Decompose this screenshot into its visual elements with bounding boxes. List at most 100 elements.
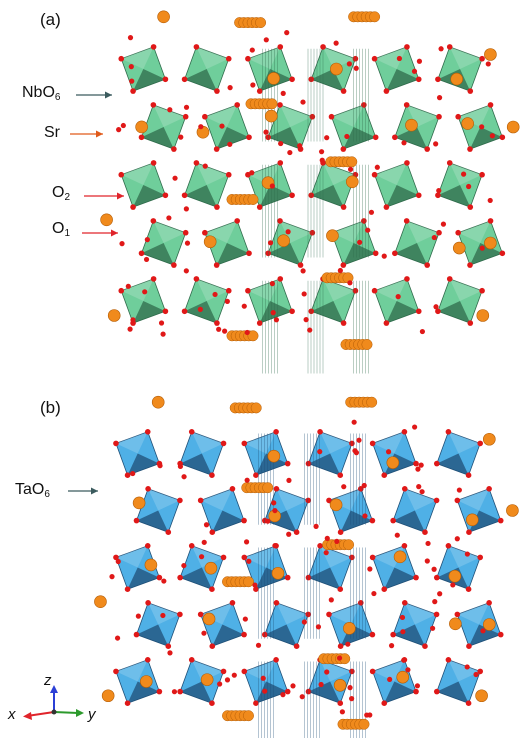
oxygen-atom bbox=[273, 599, 280, 606]
oxygen-atom bbox=[301, 619, 307, 625]
octahedron-facet bbox=[141, 243, 174, 266]
octahedron-facet bbox=[136, 510, 169, 533]
oxygen-atom bbox=[351, 419, 357, 425]
oxygen-atom bbox=[114, 635, 121, 641]
oxygen-atom bbox=[337, 472, 344, 479]
oxygen-atom bbox=[357, 599, 364, 606]
oxygen-atom bbox=[326, 611, 332, 618]
oxygen-atom bbox=[246, 558, 252, 564]
oxygen-atom bbox=[416, 484, 422, 490]
oxygen-atom bbox=[277, 276, 284, 282]
sr-atom bbox=[461, 117, 474, 130]
octahedron-facet bbox=[437, 185, 471, 208]
octahedron-facet bbox=[436, 681, 469, 704]
oxygen-atom bbox=[415, 76, 422, 83]
oxygen-atom bbox=[328, 113, 335, 120]
oxygen-atom bbox=[133, 517, 140, 524]
sr-chain-atom bbox=[247, 194, 259, 205]
sr-atom bbox=[107, 309, 121, 322]
octahedron-facet bbox=[212, 510, 245, 533]
octahedron-facet bbox=[216, 127, 250, 150]
oxygen-atom bbox=[253, 472, 259, 479]
oxygen-atom bbox=[487, 197, 493, 204]
oxygen-atom bbox=[337, 643, 344, 650]
oxygen-atom bbox=[341, 484, 347, 490]
oxygen-atom bbox=[305, 460, 312, 467]
sr-atom bbox=[135, 120, 148, 134]
oxygen-atom bbox=[214, 320, 220, 326]
oxygen-atom bbox=[487, 102, 494, 108]
oxygen-atom bbox=[479, 124, 485, 130]
oxygen-atom bbox=[286, 531, 292, 537]
oxygen-atom bbox=[227, 141, 233, 147]
oxygen-atom bbox=[244, 329, 250, 336]
octahedron-facet bbox=[308, 567, 341, 590]
oxygen-atom bbox=[369, 631, 376, 638]
oxygen-atom bbox=[435, 192, 441, 199]
oxygen-atom bbox=[307, 327, 313, 333]
oxygen-atom bbox=[433, 497, 440, 504]
oxygen-atom bbox=[253, 586, 259, 593]
oxygen-atom bbox=[183, 104, 190, 110]
oxygen-atom bbox=[465, 700, 472, 707]
octahedron-facet bbox=[404, 602, 437, 625]
sr-atom bbox=[330, 62, 343, 76]
sr-chain-atom bbox=[247, 330, 259, 342]
oxygen-atom bbox=[156, 688, 163, 695]
oxygen-atom bbox=[109, 574, 115, 580]
oxygen-atom bbox=[124, 700, 131, 707]
octahedron-facet bbox=[323, 278, 356, 301]
oxygen-atom bbox=[435, 76, 441, 83]
oxygen-atom bbox=[422, 643, 428, 650]
axis-triad bbox=[23, 685, 84, 720]
oxygen-atom bbox=[162, 192, 169, 199]
oxygen-atom bbox=[167, 650, 173, 656]
octahedron-facet bbox=[204, 220, 238, 243]
octahedron-facet bbox=[153, 220, 186, 243]
oxygen-atom bbox=[177, 688, 183, 695]
sr-chain-atom bbox=[358, 718, 370, 730]
oxygen-atom bbox=[404, 44, 410, 50]
oxygen-atom bbox=[479, 245, 485, 251]
octahedron-facet bbox=[255, 567, 288, 590]
sr-atom bbox=[139, 675, 153, 688]
octahedron-facet bbox=[386, 69, 419, 92]
oxygen-atom bbox=[166, 215, 172, 221]
octahedron-facet bbox=[394, 243, 428, 266]
oxygen-atom bbox=[177, 611, 183, 618]
octahedron-facet bbox=[268, 127, 301, 150]
oxygen-atom bbox=[297, 262, 304, 268]
oxygen-atom bbox=[241, 668, 248, 675]
sr-chain-atom bbox=[250, 402, 262, 414]
oxygen-atom bbox=[249, 47, 255, 53]
oxygen-atom bbox=[340, 88, 347, 94]
oxygen-atom bbox=[401, 542, 408, 549]
oxygen-atom bbox=[157, 463, 163, 469]
oxygen-atom bbox=[401, 428, 408, 435]
oxygen-atom bbox=[392, 250, 398, 257]
oxygen-atom bbox=[263, 129, 269, 135]
oxygen-atom bbox=[390, 631, 396, 638]
oxygen-atom bbox=[430, 625, 436, 631]
oxygen-atom bbox=[130, 470, 136, 477]
oxygen-atom bbox=[374, 164, 380, 170]
sr-atom bbox=[94, 595, 107, 609]
oxygen-atom bbox=[285, 229, 291, 235]
oxygen-atom bbox=[317, 428, 323, 435]
oxygen-atom bbox=[340, 320, 347, 326]
oxygen-atom bbox=[280, 692, 286, 698]
octahedron-facet bbox=[372, 659, 405, 682]
octahedron-facet bbox=[276, 488, 309, 511]
sr-atom bbox=[204, 561, 218, 575]
oxygen-atom bbox=[225, 171, 232, 178]
oxygen-atom bbox=[467, 88, 474, 94]
oxygen-atom bbox=[419, 328, 426, 335]
oxygen-atom bbox=[120, 122, 126, 129]
oxygen-atom bbox=[167, 107, 173, 113]
oxygen-atom bbox=[188, 542, 195, 549]
oxygen-atom bbox=[385, 449, 392, 455]
oxygen-atom bbox=[143, 256, 150, 263]
oxygen-atom bbox=[269, 183, 275, 189]
oxygen-atom bbox=[209, 472, 215, 479]
oxygen-atom bbox=[424, 146, 431, 152]
